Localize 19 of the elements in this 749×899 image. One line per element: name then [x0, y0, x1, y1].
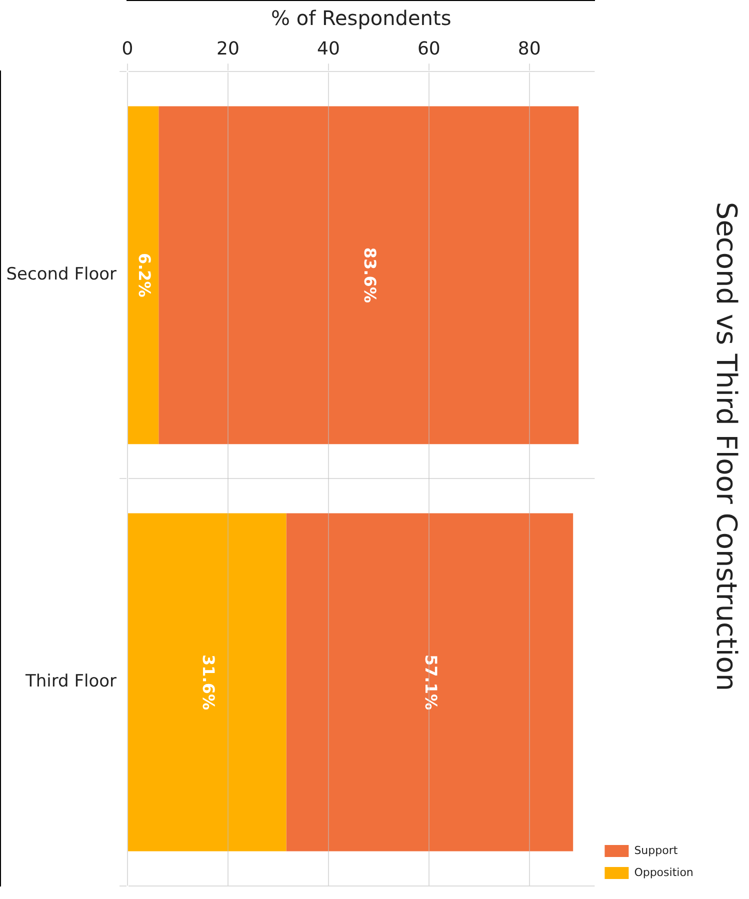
legend-label: Opposition: [634, 866, 694, 879]
data-label: 31.6%: [198, 654, 218, 710]
data-label: 83.6%: [360, 247, 380, 303]
y-tick-label: Second Floor: [6, 264, 117, 285]
x-tick-label: 40: [316, 38, 340, 60]
y-tick-label: Third Floor: [24, 672, 117, 692]
bar: [158, 106, 579, 444]
x-tick-label: 60: [417, 38, 440, 60]
data-label: 6.2%: [135, 252, 154, 298]
text: Second vs Third Floor Construction: [710, 202, 743, 692]
x-tick-label: 20: [216, 38, 240, 60]
legend-label: Support: [634, 844, 678, 857]
x-tick-label: 0: [122, 38, 134, 60]
bar: [128, 513, 286, 852]
bar: [286, 513, 574, 852]
x-tick-label: 80: [518, 38, 541, 60]
x-axis-title: % of Respondents: [270, 6, 452, 30]
bar: [128, 106, 159, 444]
data-label: 57.1%: [422, 654, 441, 710]
